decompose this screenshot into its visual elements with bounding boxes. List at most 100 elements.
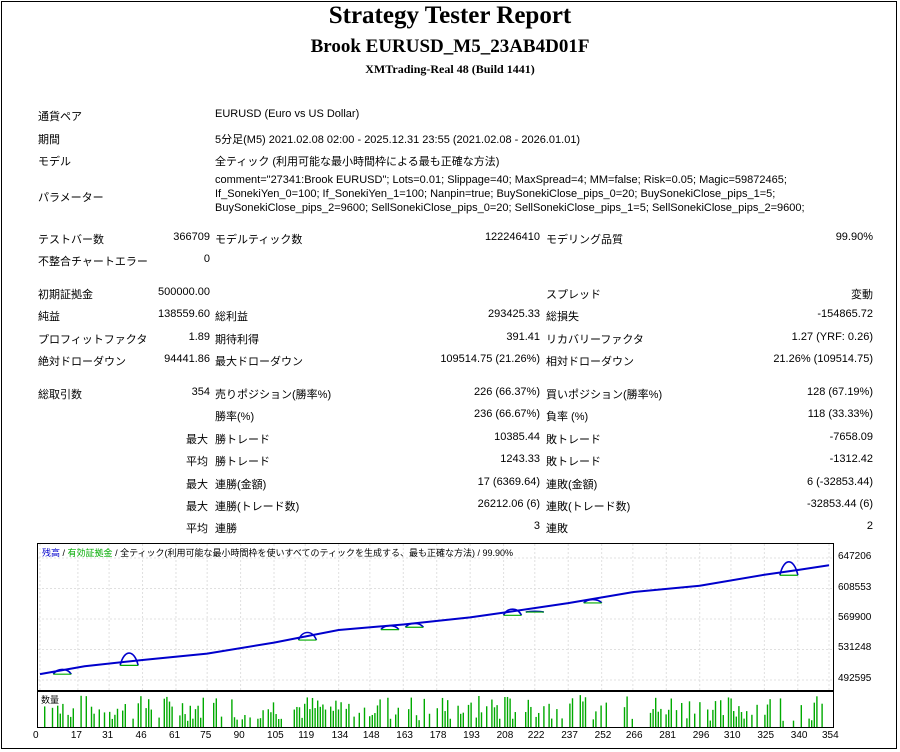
volume-bar [293, 709, 295, 727]
volume-bar [605, 702, 607, 727]
volume-bar [192, 718, 194, 727]
max-dd-value: 109514.75 (21.26%) [440, 353, 540, 365]
symbol-label: 通貨ペア [38, 111, 82, 123]
params-line-3: BuySonekiClose_pips_2=9600; SellSonekiCl… [215, 202, 805, 214]
volume-bar [496, 705, 498, 727]
volume-bar [514, 712, 516, 727]
volume-bar [353, 716, 355, 727]
x-tick-label: 31 [102, 730, 114, 741]
volume-bar [556, 709, 558, 727]
volume-bar [428, 713, 431, 727]
net-value: 138559.60 [158, 308, 210, 320]
volume-bar [111, 718, 113, 727]
volume-bar [543, 706, 545, 727]
avg-loss-label: 敗トレード [546, 456, 601, 468]
max-win-value: 10385.44 [494, 431, 540, 443]
balance-chart-svg [38, 544, 833, 690]
x-tick-label: 0 [33, 730, 39, 741]
winrate-value: 236 (66.67%) [473, 408, 540, 420]
period-label: 期間 [38, 134, 60, 146]
volume-bar [158, 717, 160, 727]
volume-bar [231, 699, 233, 727]
equity-bump [779, 561, 799, 576]
equity-bump [119, 652, 139, 666]
max-dd-label: 最大ドローダウン [215, 356, 303, 368]
x-tick-label: 148 [362, 730, 380, 741]
volume-bar [499, 718, 501, 727]
volume-bar [387, 697, 389, 727]
max-prefix-3: 最大 [186, 501, 208, 513]
volume-bar [727, 697, 730, 727]
max-loss-value: -7658.09 [829, 431, 873, 443]
deposit-value: 500000.00 [158, 286, 210, 298]
consec-win-money-value: 17 (6369.64) [477, 476, 540, 488]
volume-bar [480, 712, 483, 727]
volume-bar [337, 709, 340, 727]
volume-bar [376, 705, 379, 727]
volume-bar [506, 696, 509, 727]
spread-label: スプレッド [546, 289, 601, 301]
x-tick-label: 75 [200, 730, 212, 741]
volume-bar [132, 718, 134, 727]
volume-bar [504, 697, 506, 727]
volume-bar [275, 714, 277, 727]
volume-bar [332, 710, 334, 727]
max-win-label: 勝トレード [215, 434, 270, 446]
volume-bar [181, 703, 184, 727]
volume-bar [319, 706, 321, 727]
volume-bar [657, 711, 659, 727]
volume-label: 数量 [41, 695, 60, 705]
avg-win-value: 1243.33 [500, 453, 540, 465]
volume-bar [267, 709, 269, 727]
avg-loss-streak-label: 連敗 [546, 523, 568, 535]
volume-bar [197, 705, 199, 727]
volume-bar [114, 714, 116, 727]
consec-win-count-value: 26212.06 (6) [477, 498, 540, 510]
volume-bar [808, 718, 810, 727]
volume-bar [512, 718, 514, 727]
rel-dd-label: 相対ドローダウン [546, 356, 634, 368]
volume-bar [301, 717, 303, 727]
y-tick-label: 492595 [838, 673, 872, 684]
consec-loss-money-label: 連敗(金額) [546, 479, 598, 491]
consec-loss-count-value: -32853.44 (6) [806, 498, 873, 510]
abs-dd-label: 絶対ドローダウン [38, 356, 126, 368]
volume-bar [423, 698, 425, 727]
equity-bump [502, 608, 523, 616]
volume-bar [150, 709, 152, 727]
volume-bar [80, 695, 82, 727]
expected-label: 期待利得 [215, 334, 259, 346]
y-tick-label: 531248 [838, 642, 872, 654]
volume-bar [751, 714, 753, 727]
volume-bar [278, 718, 280, 727]
balance-line [39, 564, 830, 676]
volume-bar [85, 696, 87, 727]
volume-bar [707, 709, 709, 727]
volume-bar [215, 698, 217, 727]
volume-bar [649, 712, 652, 727]
volume-bar [330, 706, 332, 727]
volume-bar [418, 720, 420, 727]
volume-bar [535, 716, 537, 727]
avg-loss-value: -1312.42 [829, 453, 873, 465]
volume-bar [811, 720, 813, 727]
volume-bar [746, 711, 748, 727]
x-tick-label: 163 [396, 730, 413, 741]
long-value: 128 (67.19%) [806, 386, 873, 398]
volume-bar [626, 696, 628, 727]
volume-bar [189, 705, 191, 727]
volume-bar [168, 701, 171, 727]
volume-bar [530, 706, 532, 727]
volume-bar [743, 718, 745, 727]
volume-bar [116, 708, 119, 727]
volume-bar [59, 713, 61, 727]
volume-bar [72, 708, 74, 727]
volume-bar [792, 720, 795, 727]
model-value: 全ティック (利用可能な最小時間枠による最も正確な方法) [215, 156, 500, 168]
volume-bar [821, 703, 823, 727]
volume-bar [62, 703, 64, 727]
model-label: モデル [38, 156, 71, 168]
lossrate-label: 負率 (%) [546, 411, 589, 423]
volume-bar [548, 703, 550, 727]
volume-bar [363, 707, 366, 727]
